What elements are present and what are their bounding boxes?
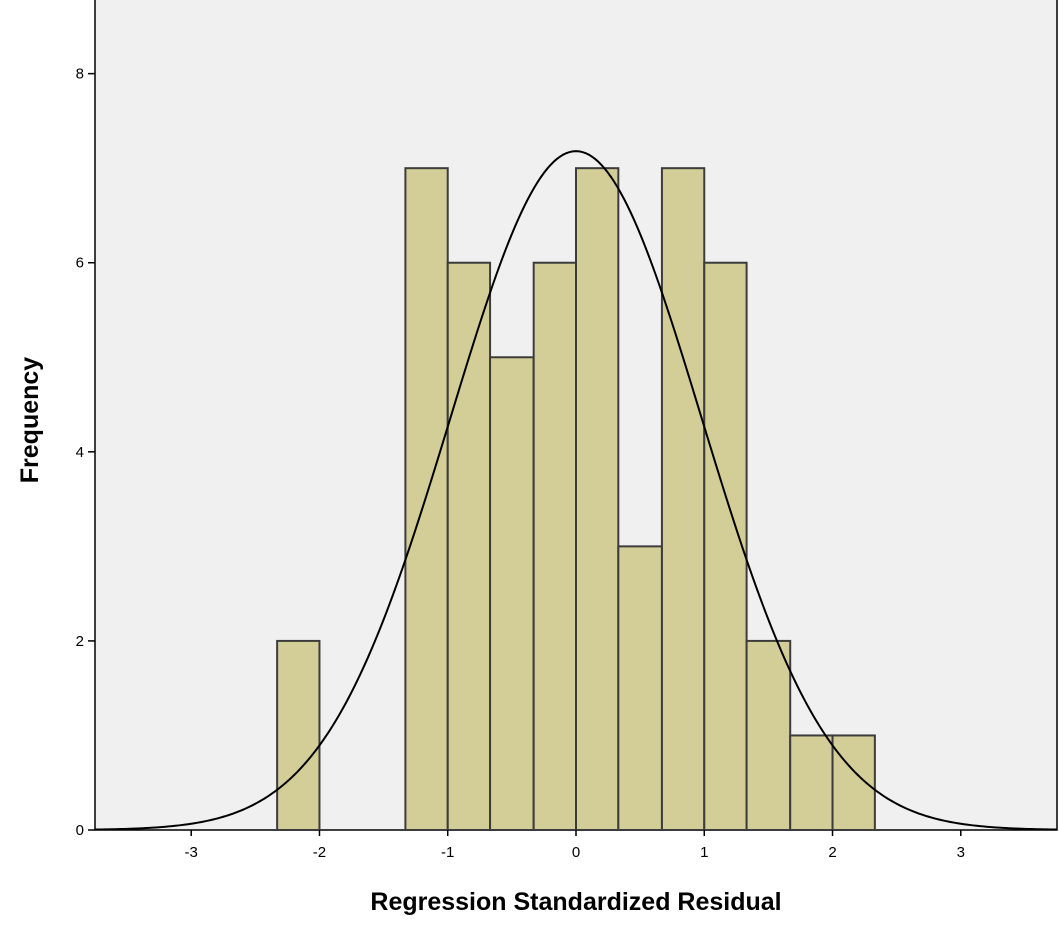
x-tick-label: -1	[441, 844, 454, 861]
x-axis-title: Regression Standardized Residual	[370, 888, 781, 916]
histogram-bar	[489, 356, 535, 831]
histogram-bar	[532, 261, 577, 831]
histogram-bar	[617, 545, 663, 831]
x-tick-label: 3	[957, 844, 965, 861]
x-tick-label: 1	[700, 844, 708, 861]
histogram-bar	[276, 639, 321, 832]
histogram-bar	[703, 261, 748, 831]
x-tick-label: -3	[185, 844, 198, 861]
histogram-bar	[575, 167, 620, 831]
histogram-bar	[831, 734, 876, 831]
y-tick-label: 2	[76, 633, 84, 650]
histogram-bar	[745, 639, 792, 832]
histogram-bar	[446, 261, 492, 831]
x-tick-label: 2	[828, 844, 836, 861]
y-tick-label: 8	[76, 66, 84, 83]
axes: -3 -2 -1 0 1 2 3 0 2 4 6 8	[76, 66, 965, 861]
x-tick-label: 0	[572, 844, 580, 861]
histogram-bar	[660, 167, 706, 831]
histogram-bar	[404, 167, 449, 831]
x-tick-label: -2	[313, 844, 326, 861]
y-tick-label: 4	[76, 444, 84, 461]
y-tick-label: 6	[76, 255, 84, 272]
y-tick-label: 0	[76, 822, 84, 839]
normal-curve	[94, 150, 1058, 831]
y-axis-title: Frequency	[16, 357, 44, 484]
histogram-bar	[789, 734, 834, 831]
